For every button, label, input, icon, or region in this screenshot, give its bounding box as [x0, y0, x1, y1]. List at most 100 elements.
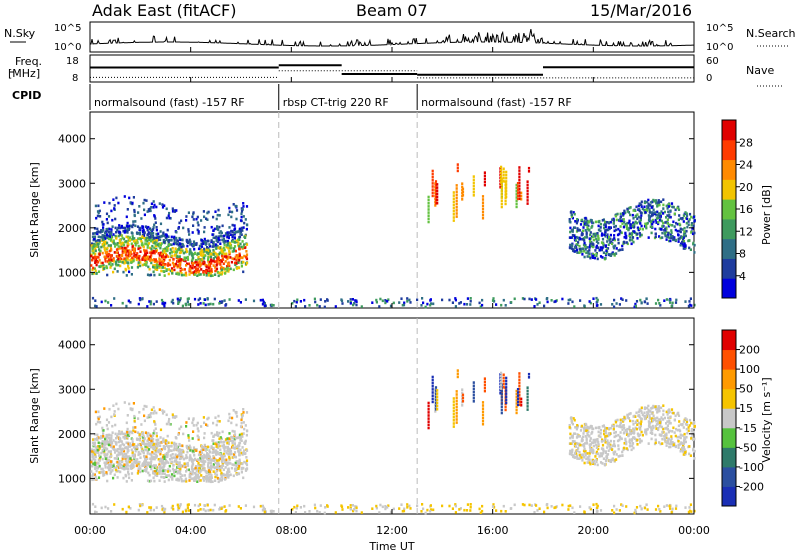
range-cell: [149, 259, 152, 262]
range-cell: [128, 239, 132, 242]
range-cell: [206, 445, 210, 449]
range-cell: [675, 427, 678, 431]
range-cell: [118, 260, 122, 263]
range-cell: [197, 453, 201, 457]
range-cell: [526, 389, 529, 393]
range-cell: [174, 264, 178, 267]
range-cell: [197, 267, 200, 271]
noise-sky-label: N.Sky: [4, 27, 36, 40]
range-cell: [143, 263, 146, 266]
range-cell: [196, 427, 199, 430]
range-cell: [142, 245, 145, 249]
range-cell: [647, 404, 650, 408]
range-cell: [665, 216, 668, 219]
range-cell: [101, 448, 104, 452]
range-cell: [661, 437, 664, 441]
range-cell: [138, 443, 141, 447]
range-cell: [573, 212, 576, 216]
range-cell: [571, 300, 574, 304]
range-cell: [617, 249, 620, 252]
range-cell: [94, 410, 97, 414]
range-cell: [670, 202, 674, 205]
range-cell: [143, 236, 146, 240]
range-cell: [204, 263, 207, 267]
range-cell: [214, 273, 217, 276]
range-cell: [668, 429, 671, 433]
range-cell: [640, 430, 643, 434]
range-cell: [200, 245, 204, 248]
range-cell: [181, 249, 184, 253]
range-cell: [516, 182, 520, 185]
range-cell: [209, 461, 213, 465]
range-cell: [588, 249, 591, 252]
range-cell: [144, 431, 148, 434]
range-cell: [203, 436, 206, 440]
range-cell: [217, 256, 220, 259]
range-cell: [461, 187, 465, 191]
range-cell: [173, 268, 176, 272]
range-cell: [106, 246, 109, 250]
range-cell: [231, 240, 234, 243]
range-cell: [499, 179, 502, 183]
range-cell: [209, 480, 212, 484]
range-cell: [227, 419, 230, 423]
range-cell: [145, 257, 148, 261]
range-cell: [198, 273, 201, 277]
range-cell: [202, 253, 205, 256]
range-cell: [159, 230, 162, 233]
range-cell: [98, 209, 101, 213]
range-cell: [481, 413, 485, 417]
range-cell: [209, 255, 213, 259]
range-cell: [689, 248, 692, 251]
range-cell: [515, 183, 518, 187]
range-cell: [220, 471, 223, 475]
range-cell: [640, 224, 643, 228]
range-cell: [516, 185, 520, 188]
noise-panel: N.Sky 10^5 10^0 10^5 10^0 N.Search: [4, 21, 796, 53]
range-cell: [231, 210, 234, 214]
range-cell: [146, 305, 149, 308]
range-cell: [648, 422, 651, 426]
range-cell: [231, 463, 234, 466]
range-cell: [693, 449, 696, 453]
range-cell: [582, 229, 585, 233]
range-cell: [458, 302, 461, 305]
range-cell: [97, 441, 100, 445]
range-cell: [619, 212, 622, 216]
range-cell: [146, 479, 150, 483]
range-cell: [219, 273, 222, 276]
range-cell: [238, 453, 241, 457]
range-cell: [499, 173, 502, 176]
range-cell: [235, 267, 239, 270]
range-cell: [427, 211, 430, 214]
range-cell: [633, 436, 636, 439]
range-cell: [427, 408, 430, 411]
range-cell: [326, 299, 329, 302]
range-cell: [168, 211, 171, 215]
range-cell: [185, 264, 188, 267]
range-cell: [92, 266, 95, 270]
range-cell: [167, 255, 170, 258]
range-cell: [192, 218, 195, 221]
range-cell: [679, 433, 682, 437]
range-cell: [597, 430, 600, 434]
range-cell: [221, 477, 224, 480]
range-cell: [98, 248, 101, 251]
range-cell: [116, 228, 119, 232]
range-cell: [535, 298, 538, 301]
range-cell: [153, 409, 156, 413]
range-cell: [500, 384, 503, 387]
range-cell: [191, 472, 194, 476]
range-cell: [105, 212, 109, 216]
range-cell: [644, 211, 647, 214]
range-cell: [648, 208, 651, 211]
range-cell: [614, 224, 617, 228]
range-cell: [434, 189, 438, 193]
range-cell: [466, 297, 469, 300]
range-cell: [104, 457, 107, 460]
range-cell: [225, 254, 228, 257]
range-cell: [123, 257, 126, 260]
range-cell: [237, 266, 240, 269]
range-cell: [132, 455, 135, 459]
range-cell: [632, 240, 635, 244]
